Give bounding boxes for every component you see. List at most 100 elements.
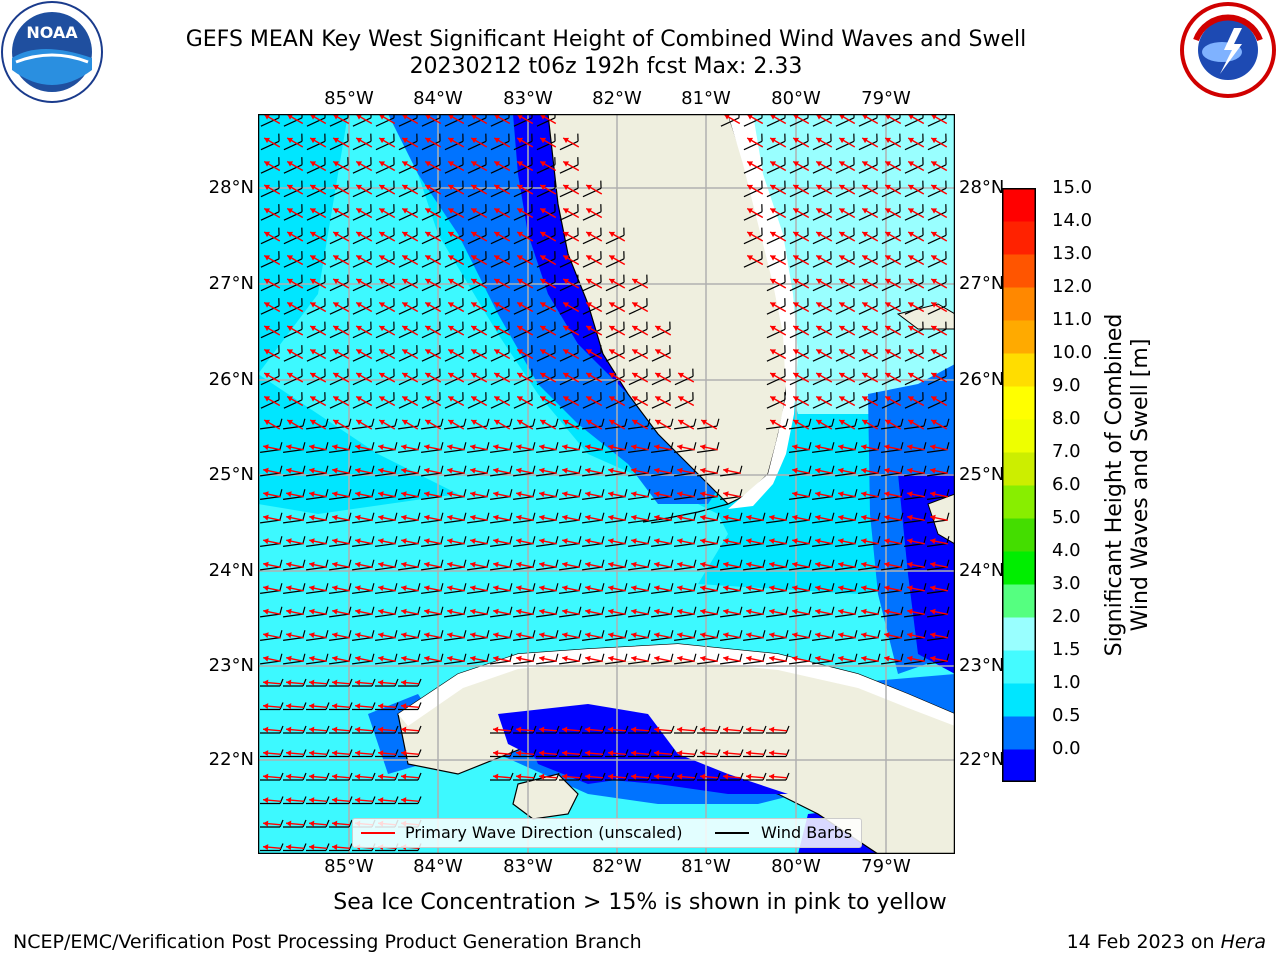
wave-direction-arrow bbox=[470, 160, 488, 172]
wave-direction-arrow bbox=[286, 632, 304, 639]
wind-barb bbox=[559, 653, 582, 665]
wind-barb bbox=[467, 583, 490, 594]
wave-direction-arrow bbox=[930, 538, 948, 545]
wave-direction-arrow bbox=[447, 231, 465, 242]
wave-direction-arrow bbox=[401, 561, 419, 569]
wave-direction-arrow bbox=[677, 585, 695, 592]
wind-barb bbox=[881, 392, 901, 409]
wind-barb bbox=[605, 630, 628, 641]
wind-barb bbox=[559, 559, 582, 571]
wave-direction-arrow bbox=[309, 207, 327, 219]
wave-direction-arrow bbox=[378, 278, 396, 289]
wind-barb bbox=[490, 227, 510, 245]
wave-direction-arrow bbox=[861, 608, 879, 616]
wave-direction-arrow bbox=[286, 419, 304, 430]
wave-direction-arrow bbox=[424, 514, 442, 522]
wind-barb bbox=[306, 204, 326, 221]
wind-barb bbox=[398, 725, 422, 734]
wind-barb bbox=[743, 536, 766, 547]
wave-direction-arrow bbox=[286, 160, 304, 172]
footer-host: Hera bbox=[1220, 931, 1266, 953]
wind-barb bbox=[513, 180, 533, 198]
wave-direction-arrow bbox=[377, 726, 397, 733]
wave-direction-arrow bbox=[769, 395, 787, 407]
wind-barb bbox=[904, 180, 924, 198]
wind-barb bbox=[628, 274, 648, 292]
wind-barb bbox=[467, 512, 490, 524]
wave-direction-arrow bbox=[768, 750, 788, 757]
wave-direction-arrow bbox=[654, 585, 672, 592]
wave-direction-arrow bbox=[516, 325, 534, 336]
wind-barb bbox=[260, 157, 280, 174]
wind-barb bbox=[674, 630, 697, 641]
wind-barb bbox=[559, 157, 579, 174]
wind-barb bbox=[927, 653, 950, 665]
wave-direction-arrow bbox=[792, 160, 810, 172]
wind-barb bbox=[835, 321, 855, 339]
wave-direction-arrow bbox=[631, 655, 649, 663]
wind-barb bbox=[352, 368, 372, 386]
wave-direction-arrow bbox=[332, 491, 350, 498]
wave-direction-arrow bbox=[401, 207, 419, 219]
wave-direction-arrow bbox=[815, 585, 833, 592]
wave-direction-arrow bbox=[285, 726, 305, 733]
wave-direction-arrow bbox=[286, 254, 304, 266]
wave-direction-arrow bbox=[516, 395, 534, 407]
wave-direction-arrow bbox=[815, 444, 833, 451]
wind-barb bbox=[651, 392, 671, 409]
wave-direction-arrow bbox=[355, 632, 373, 639]
wave-direction-arrow bbox=[746, 561, 764, 569]
wave-direction-arrow bbox=[792, 184, 810, 195]
wave-direction-arrow bbox=[677, 561, 695, 569]
wind-barb bbox=[743, 583, 766, 594]
wind-barb bbox=[927, 442, 950, 453]
wind-barb bbox=[398, 606, 421, 618]
wave-direction-arrow bbox=[792, 254, 810, 266]
wind-barb bbox=[927, 157, 947, 174]
wind-barb bbox=[927, 180, 947, 198]
wind-barb bbox=[260, 465, 283, 477]
wave-direction-arrow bbox=[608, 348, 626, 360]
wind-barb bbox=[743, 512, 766, 524]
wave-direction-arrow bbox=[722, 773, 742, 780]
lat-label-left: 23°N bbox=[208, 655, 254, 676]
wind-barb bbox=[329, 180, 349, 198]
wave-direction-arrow bbox=[263, 372, 281, 383]
wave-direction-arrow bbox=[884, 254, 902, 266]
wind-barb bbox=[904, 133, 924, 151]
wind-barb bbox=[605, 512, 628, 524]
wave-direction-arrow bbox=[838, 207, 856, 219]
wave-direction-arrow bbox=[838, 372, 856, 383]
wave-direction-arrow bbox=[676, 773, 696, 780]
wind-barb bbox=[651, 345, 671, 362]
wave-direction-arrow bbox=[723, 561, 741, 569]
wind-barb bbox=[904, 114, 924, 127]
wind-barb bbox=[628, 559, 651, 571]
wave-direction-arrow bbox=[516, 348, 534, 360]
wave-direction-arrow bbox=[677, 538, 695, 545]
wind-barb bbox=[536, 321, 556, 339]
wave-direction-arrow bbox=[262, 797, 282, 804]
wave-direction-arrow bbox=[309, 444, 327, 451]
wave-direction-arrow bbox=[654, 444, 672, 451]
wave-direction-arrow bbox=[309, 395, 327, 407]
wave-direction-arrow bbox=[654, 467, 672, 475]
wave-direction-arrow bbox=[815, 538, 833, 545]
wave-direction-arrow bbox=[746, 514, 764, 522]
wind-barb bbox=[720, 489, 743, 500]
wave-direction-arrow bbox=[493, 278, 511, 289]
wind-barb bbox=[835, 465, 858, 477]
wave-direction-arrow bbox=[401, 348, 419, 360]
wind-barb bbox=[559, 583, 582, 594]
lon-label-bottom: 83°W bbox=[503, 856, 553, 877]
wave-direction-arrow bbox=[792, 655, 810, 663]
wind-barb bbox=[858, 583, 881, 594]
wind-barb bbox=[720, 749, 744, 758]
wave-direction-arrow bbox=[424, 585, 442, 592]
wave-direction-arrow bbox=[585, 444, 603, 451]
wind-barb bbox=[651, 606, 674, 618]
wind-barb bbox=[651, 749, 675, 758]
wave-direction-arrow bbox=[308, 820, 328, 827]
wind-barb bbox=[421, 465, 444, 477]
wind-barb bbox=[467, 489, 490, 500]
